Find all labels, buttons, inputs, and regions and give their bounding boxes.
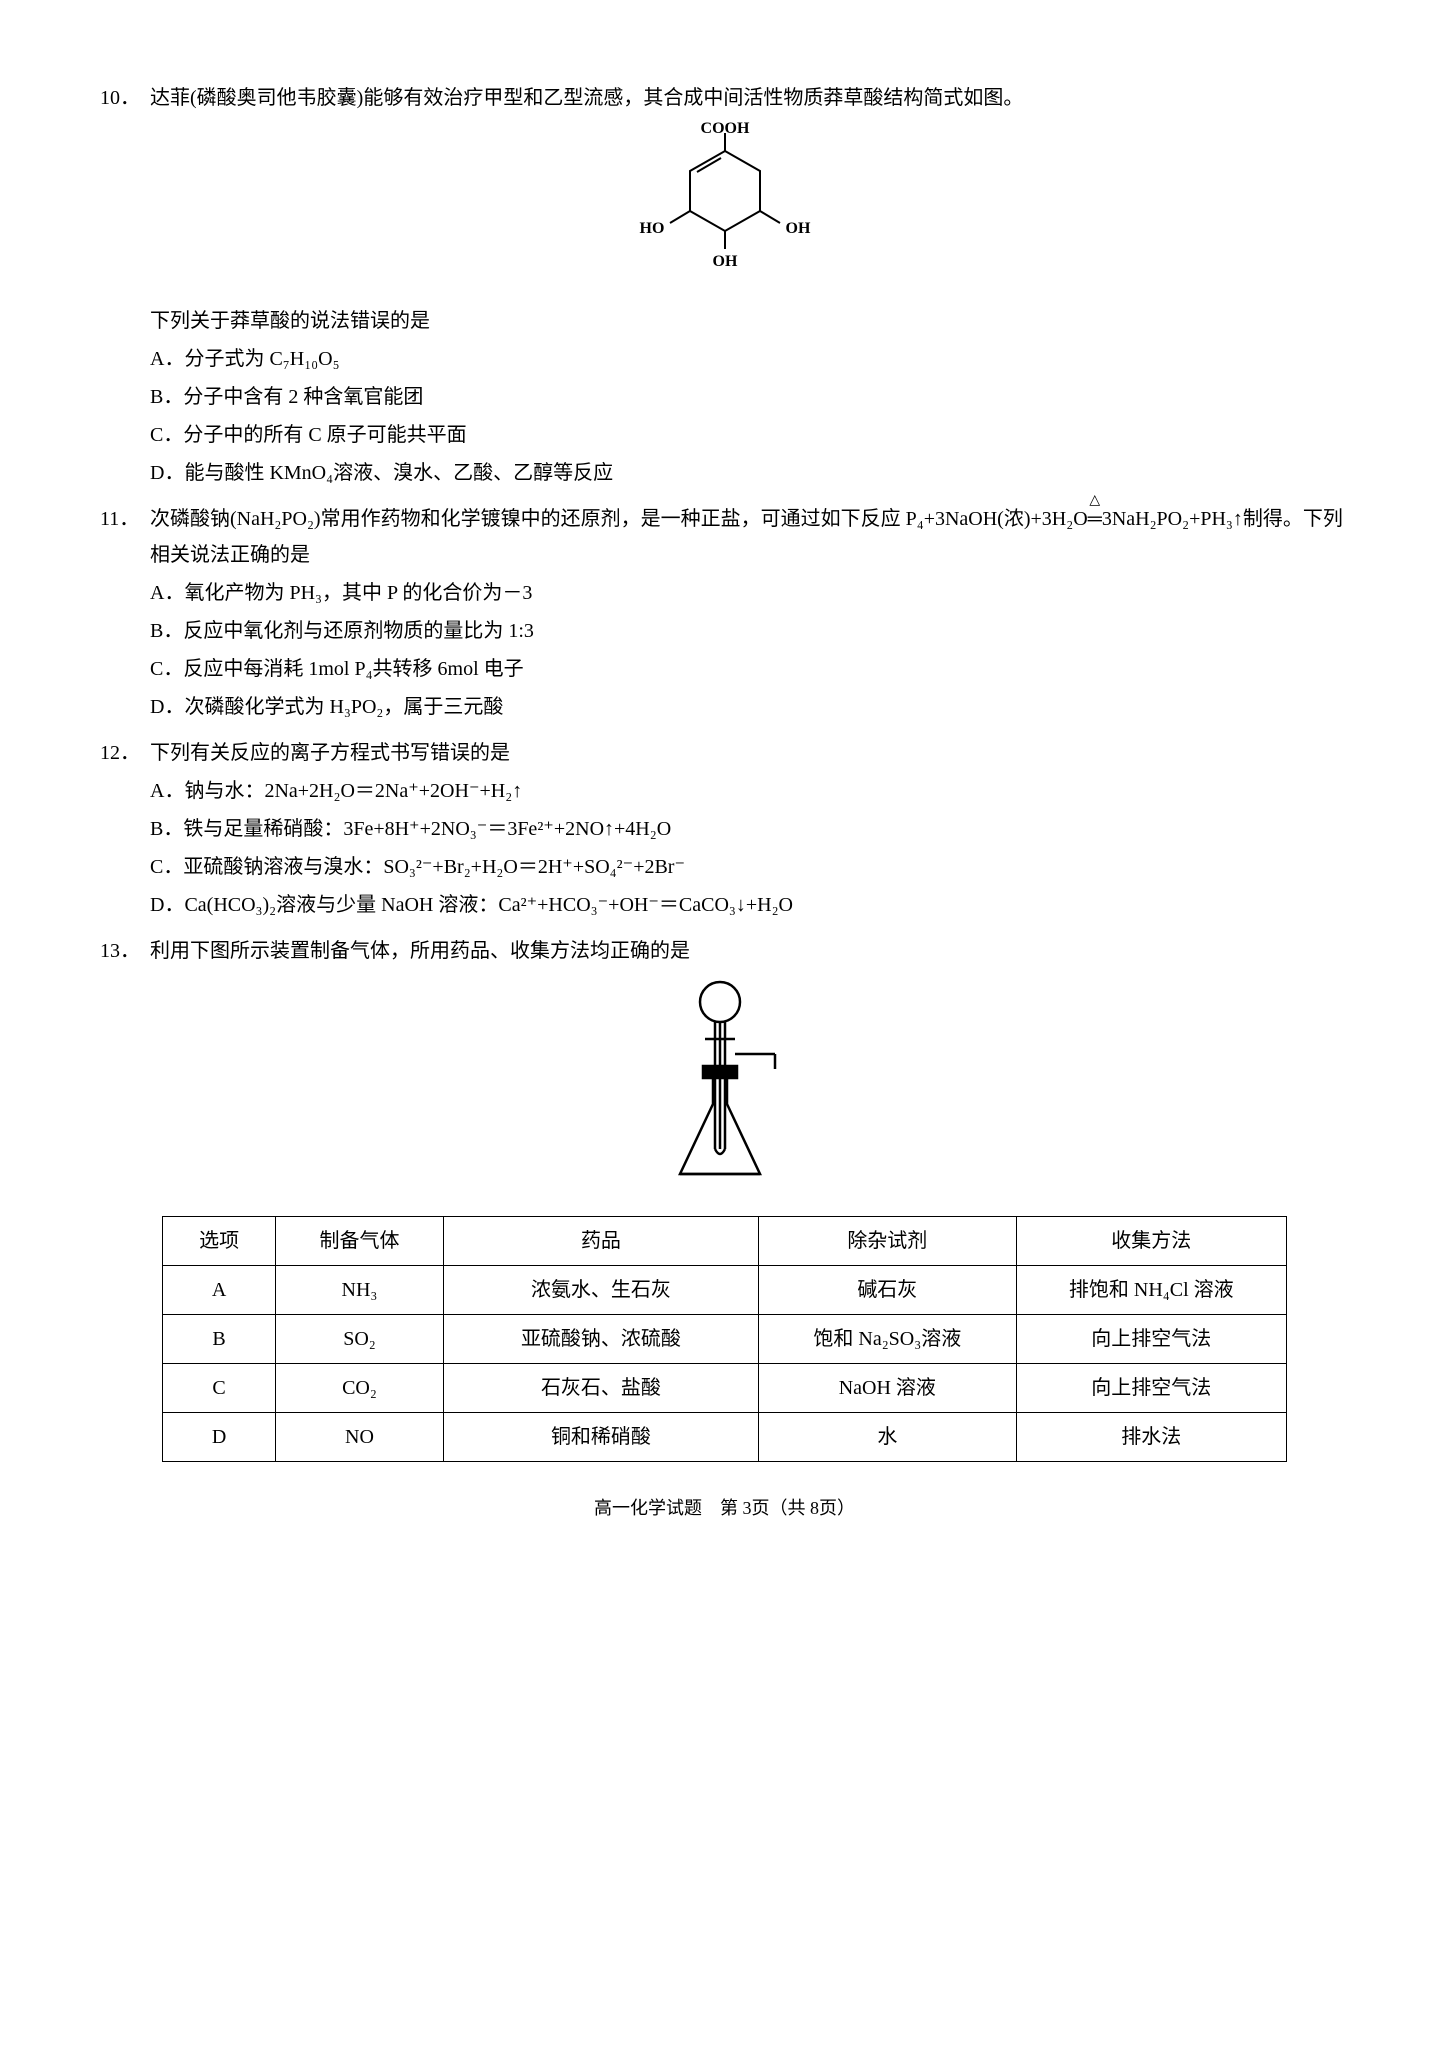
q11-option-c: C．反应中每消耗 1mol P₄共转移 6mol 电子 [100, 651, 1349, 687]
cell: 亚硫酸钠、浓硫酸 [444, 1315, 758, 1364]
table-header-row: 选项 制备气体 药品 除杂试剂 收集方法 [163, 1217, 1286, 1266]
q11-stem: 次磷酸钠(NaH₂PO₂)常用作药物和化学镀镍中的还原剂，是一种正盐，可通过如下… [150, 501, 1349, 573]
oh-label-left: HO [639, 220, 664, 237]
q12-option-d: D．Ca(HCO₃)₂溶液与少量 NaOH 溶液：Ca²⁺+HCO₃⁻+OH⁻＝… [100, 887, 1349, 923]
q12-number: 12． [100, 735, 150, 771]
header-gas: 制备气体 [275, 1217, 443, 1266]
question-12: 12． 下列有关反应的离子方程式书写错误的是 A．钠与水：2Na+2H₂O＝2N… [100, 735, 1349, 923]
page-footer: 高一化学试题 第 3页（共 8页） [100, 1492, 1349, 1524]
cell: D [163, 1413, 275, 1462]
q10-number: 10． [100, 80, 150, 116]
q10-option-c: C．分子中的所有 C 原子可能共平面 [100, 417, 1349, 453]
q13-options-table: 选项 制备气体 药品 除杂试剂 收集方法 A NH₃ 浓氨水、生石灰 碱石灰 排… [162, 1216, 1286, 1462]
q12-option-b: B．铁与足量稀硝酸：3Fe+8H⁺+2NO₃⁻＝3Fe²⁺+2NO↑+4H₂O [100, 811, 1349, 847]
table-row: B SO₂ 亚硫酸钠、浓硫酸 饱和 Na₂SO₃溶液 向上排空气法 [163, 1315, 1286, 1364]
table-row: A NH₃ 浓氨水、生石灰 碱石灰 排饱和 NH₄Cl 溶液 [163, 1266, 1286, 1315]
q12-option-c: C．亚硫酸钠溶液与溴水：SO₃²⁻+Br₂+H₂O＝2H⁺+SO₄²⁻+2Br⁻ [100, 849, 1349, 885]
header-reagent: 药品 [444, 1217, 758, 1266]
table-row: C CO₂ 石灰石、盐酸 NaOH 溶液 向上排空气法 [163, 1364, 1286, 1413]
q10-option-b: B．分子中含有 2 种含氧官能团 [100, 379, 1349, 415]
cell: A [163, 1266, 275, 1315]
q10-stem: 达菲(磷酸奥司他韦胶囊)能够有效治疗甲型和乙型流感，其合成中间活性物质莽草酸结构… [150, 80, 1349, 116]
cell: B [163, 1315, 275, 1364]
header-option: 选项 [163, 1217, 275, 1266]
cell: 水 [758, 1413, 1016, 1462]
cell: CO₂ [275, 1364, 443, 1413]
q10-option-a: A．分子式为 C₇H₁₀O₅ [100, 341, 1349, 377]
cell: 石灰石、盐酸 [444, 1364, 758, 1413]
cell: 排水法 [1016, 1413, 1286, 1462]
cell: C [163, 1364, 275, 1413]
question-13: 13． 利用下图所示装置制备气体，所用药品、收集方法均正确的是 [100, 933, 1349, 1462]
equals-triangle: ═ [1088, 501, 1102, 537]
q10-prompt: 下列关于莽草酸的说法错误的是 [100, 303, 1349, 339]
cell: NaOH 溶液 [758, 1364, 1016, 1413]
cell: 碱石灰 [758, 1266, 1016, 1315]
cell: 饱和 Na₂SO₃溶液 [758, 1315, 1016, 1364]
cell: 向上排空气法 [1016, 1315, 1286, 1364]
q13-stem: 利用下图所示装置制备气体，所用药品、收集方法均正确的是 [150, 933, 1349, 969]
q10-option-d: D．能与酸性 KMnO₄溶液、溴水、乙酸、乙醇等反应 [100, 455, 1349, 491]
gas-apparatus [635, 974, 815, 1194]
q11-number: 11． [100, 501, 150, 573]
header-purify: 除杂试剂 [758, 1217, 1016, 1266]
question-10: 10． 达菲(磷酸奥司他韦胶囊)能够有效治疗甲型和乙型流感，其合成中间活性物质莽… [100, 80, 1349, 491]
q13-number: 13． [100, 933, 150, 969]
q11-option-d: D．次磷酸化学式为 H₃PO₂，属于三元酸 [100, 689, 1349, 725]
cell: 铜和稀硝酸 [444, 1413, 758, 1462]
oh-label-right: OH [785, 220, 810, 237]
q12-stem: 下列有关反应的离子方程式书写错误的是 [150, 735, 1349, 771]
cell: SO₂ [275, 1315, 443, 1364]
q12-option-a: A．钠与水：2Na+2H₂O＝2Na⁺+2OH⁻+H₂↑ [100, 773, 1349, 809]
table-row: D NO 铜和稀硝酸 水 排水法 [163, 1413, 1286, 1462]
q11-option-a: A．氧化产物为 PH₃，其中 P 的化合价为－3 [100, 575, 1349, 611]
q13-apparatus-figure [100, 974, 1349, 1206]
q11-stem-part1: 次磷酸钠(NaH₂PO₂)常用作药物和化学镀镍中的还原剂，是一种正盐，可通过如下… [150, 508, 1088, 530]
question-11: 11． 次磷酸钠(NaH₂PO₂)常用作药物和化学镀镍中的还原剂，是一种正盐，可… [100, 501, 1349, 725]
oh-label-bottom: OH [712, 253, 737, 270]
q11-option-b: B．反应中氧化剂与还原剂物质的量比为 1:3 [100, 613, 1349, 649]
cell: NO [275, 1413, 443, 1462]
q10-structure-figure: COOH OH OH HO [100, 121, 1349, 298]
cell: 排饱和 NH₄Cl 溶液 [1016, 1266, 1286, 1315]
cell: 向上排空气法 [1016, 1364, 1286, 1413]
shikimic-acid-structure: COOH OH OH HO [630, 121, 820, 286]
cell: NH₃ [275, 1266, 443, 1315]
cell: 浓氨水、生石灰 [444, 1266, 758, 1315]
header-collect: 收集方法 [1016, 1217, 1286, 1266]
cooh-label: COOH [700, 121, 749, 137]
